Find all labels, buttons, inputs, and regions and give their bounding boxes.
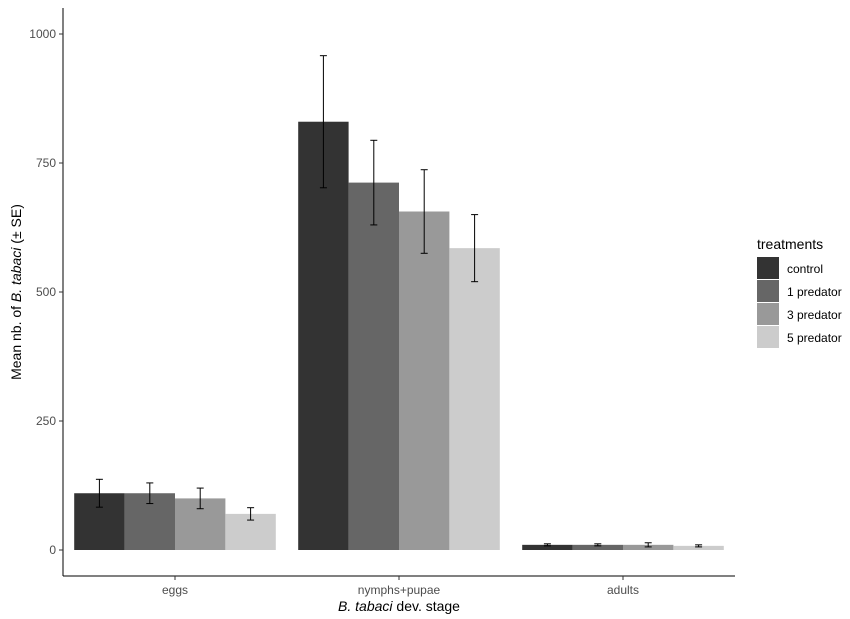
y-ticks: 0 250 500 750 1000 [29,27,63,557]
bar-adults-3-predator [623,544,674,550]
error-bar-eggs-5-predator [247,507,255,521]
legend-label: control [787,262,823,276]
bar-adults-5-predator [673,545,724,550]
legend-swatch [757,280,779,302]
bar-adults-control [522,544,573,550]
y-axis-title: Mean nb. of B. tabaci (± SE) [8,204,24,380]
y-tick-label: 750 [36,156,56,170]
x-ticks: eggs nymphs+pupae adults [162,576,639,597]
legend-label: 5 predator [787,331,842,345]
error-bar-adults-1-predator [594,543,602,547]
error-bar-adults-5-predator [695,544,703,548]
bar-nymphs+pupae-1-predator [348,182,399,550]
error-bar-nymphs+pupae-3-predator [420,169,428,254]
y-tick-label: 250 [36,414,56,428]
error-bar-nymphs+pupae-5-predator [471,214,479,283]
bars-layer [74,121,724,550]
y-tick-label: 0 [49,543,56,557]
legend-item-5-predator: 5 predator [757,326,842,348]
legend-swatch [757,303,779,325]
legend: control 1 predator 3 predator 5 predator [757,257,842,348]
error-bar-nymphs+pupae-1-predator [370,139,378,226]
legend-label: 3 predator [787,308,842,322]
error-bar-eggs-control [95,478,103,508]
error-bars-layer [95,55,703,548]
bar-nymphs+pupae-5-predator [449,248,500,550]
legend-title: treatments [757,236,823,252]
x-axis-title: B. tabaci dev. stage [338,598,460,614]
legend-item-3-predator: 3 predator [757,303,842,325]
legend-swatch [757,257,779,279]
error-bar-eggs-3-predator [196,487,204,510]
y-tick-label: 500 [36,285,56,299]
x-tick-label: adults [607,583,639,597]
error-bar-eggs-1-predator [146,482,154,505]
x-tick-label: eggs [162,583,188,597]
bar-nymphs+pupae-control [298,121,349,550]
bar-nymphs+pupae-3-predator [399,211,450,550]
error-bar-adults-3-predator [644,542,652,548]
legend-swatch [757,326,779,348]
y-tick-label: 1000 [29,27,56,41]
error-bar-nymphs+pupae-control [319,55,327,189]
legend-item-1-predator: 1 predator [757,280,842,302]
legend-item-control: control [757,257,823,279]
legend-label: 1 predator [787,285,842,299]
error-bar-adults-control [543,543,551,547]
x-tick-label: nymphs+pupae [358,583,441,597]
bar-adults-1-predator [572,544,623,550]
